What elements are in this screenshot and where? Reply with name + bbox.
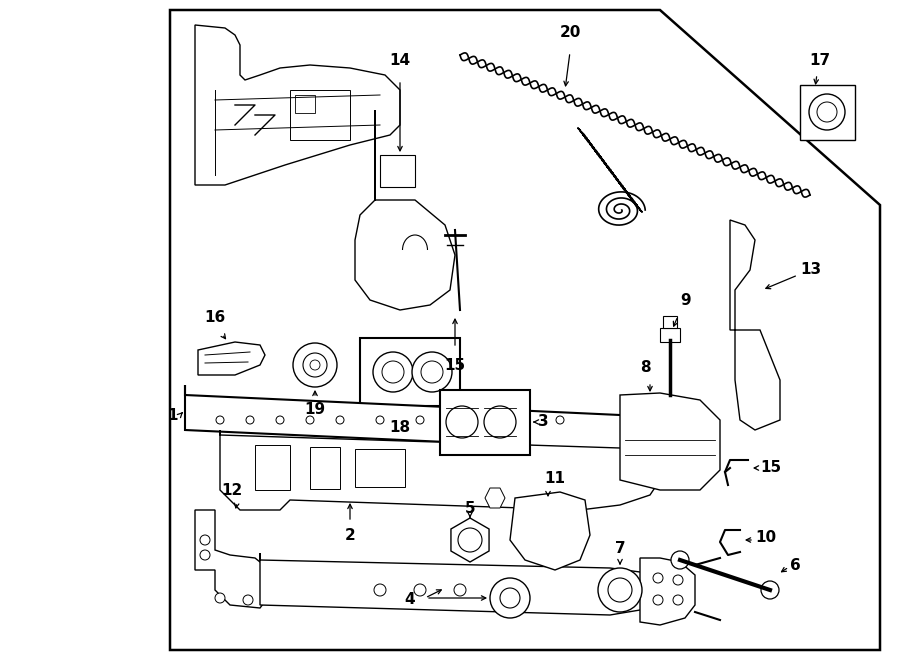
Circle shape: [373, 352, 413, 392]
Circle shape: [456, 416, 464, 424]
Text: 15: 15: [445, 358, 465, 373]
Text: 14: 14: [390, 53, 410, 68]
Circle shape: [200, 535, 210, 545]
Polygon shape: [355, 110, 455, 310]
Text: 2: 2: [345, 528, 356, 543]
Circle shape: [506, 416, 514, 424]
Circle shape: [421, 361, 443, 383]
Circle shape: [761, 581, 779, 599]
Text: 16: 16: [204, 310, 226, 325]
Text: 18: 18: [390, 420, 410, 435]
Circle shape: [673, 575, 683, 585]
Text: 12: 12: [221, 483, 243, 498]
Text: 7: 7: [615, 541, 626, 556]
Circle shape: [246, 416, 254, 424]
Circle shape: [310, 360, 320, 370]
Text: 1: 1: [167, 407, 178, 422]
Circle shape: [671, 551, 689, 569]
Circle shape: [817, 102, 837, 122]
Circle shape: [608, 578, 632, 602]
Text: 11: 11: [544, 471, 565, 486]
Text: 6: 6: [790, 557, 801, 572]
Polygon shape: [195, 510, 270, 608]
Bar: [360, 338, 460, 406]
Polygon shape: [220, 430, 660, 510]
Polygon shape: [185, 385, 660, 450]
Circle shape: [336, 416, 344, 424]
Bar: [355, 449, 405, 487]
Polygon shape: [620, 393, 720, 490]
Text: 5: 5: [464, 501, 475, 516]
Text: 10: 10: [755, 531, 776, 545]
Bar: [800, 85, 855, 140]
Bar: [290, 90, 350, 140]
Bar: [663, 316, 677, 328]
Circle shape: [809, 94, 845, 130]
Text: 3: 3: [538, 414, 549, 430]
Circle shape: [598, 568, 642, 612]
Text: 20: 20: [559, 25, 580, 40]
Circle shape: [446, 406, 478, 438]
Text: 17: 17: [809, 53, 831, 68]
Text: 9: 9: [680, 293, 690, 308]
Bar: [255, 445, 290, 490]
Circle shape: [454, 584, 466, 596]
Circle shape: [200, 550, 210, 560]
Polygon shape: [510, 492, 590, 570]
Circle shape: [243, 595, 253, 605]
Circle shape: [673, 595, 683, 605]
Circle shape: [376, 416, 384, 424]
Circle shape: [306, 416, 314, 424]
Bar: [440, 390, 530, 455]
Circle shape: [293, 343, 337, 387]
Circle shape: [216, 416, 224, 424]
Polygon shape: [640, 558, 695, 625]
Circle shape: [416, 416, 424, 424]
Circle shape: [303, 353, 327, 377]
Circle shape: [414, 584, 426, 596]
Text: 8: 8: [640, 360, 651, 375]
Text: 4: 4: [405, 592, 415, 607]
Polygon shape: [451, 518, 489, 562]
Circle shape: [382, 361, 404, 383]
Polygon shape: [485, 488, 505, 508]
Circle shape: [653, 595, 663, 605]
Text: 15: 15: [760, 461, 781, 475]
Polygon shape: [260, 553, 655, 615]
Circle shape: [484, 406, 516, 438]
Polygon shape: [195, 25, 400, 185]
Polygon shape: [730, 220, 780, 430]
Circle shape: [276, 416, 284, 424]
Circle shape: [374, 584, 386, 596]
Text: 19: 19: [304, 402, 326, 417]
Bar: [380, 155, 415, 187]
Bar: [295, 95, 315, 113]
Circle shape: [490, 578, 530, 618]
Circle shape: [215, 593, 225, 603]
Circle shape: [556, 416, 564, 424]
Bar: [310, 447, 340, 489]
Circle shape: [500, 588, 520, 608]
Circle shape: [653, 573, 663, 583]
Text: 13: 13: [800, 262, 821, 278]
Circle shape: [412, 352, 452, 392]
Circle shape: [458, 528, 482, 552]
Polygon shape: [198, 342, 265, 375]
Bar: [660, 328, 680, 342]
